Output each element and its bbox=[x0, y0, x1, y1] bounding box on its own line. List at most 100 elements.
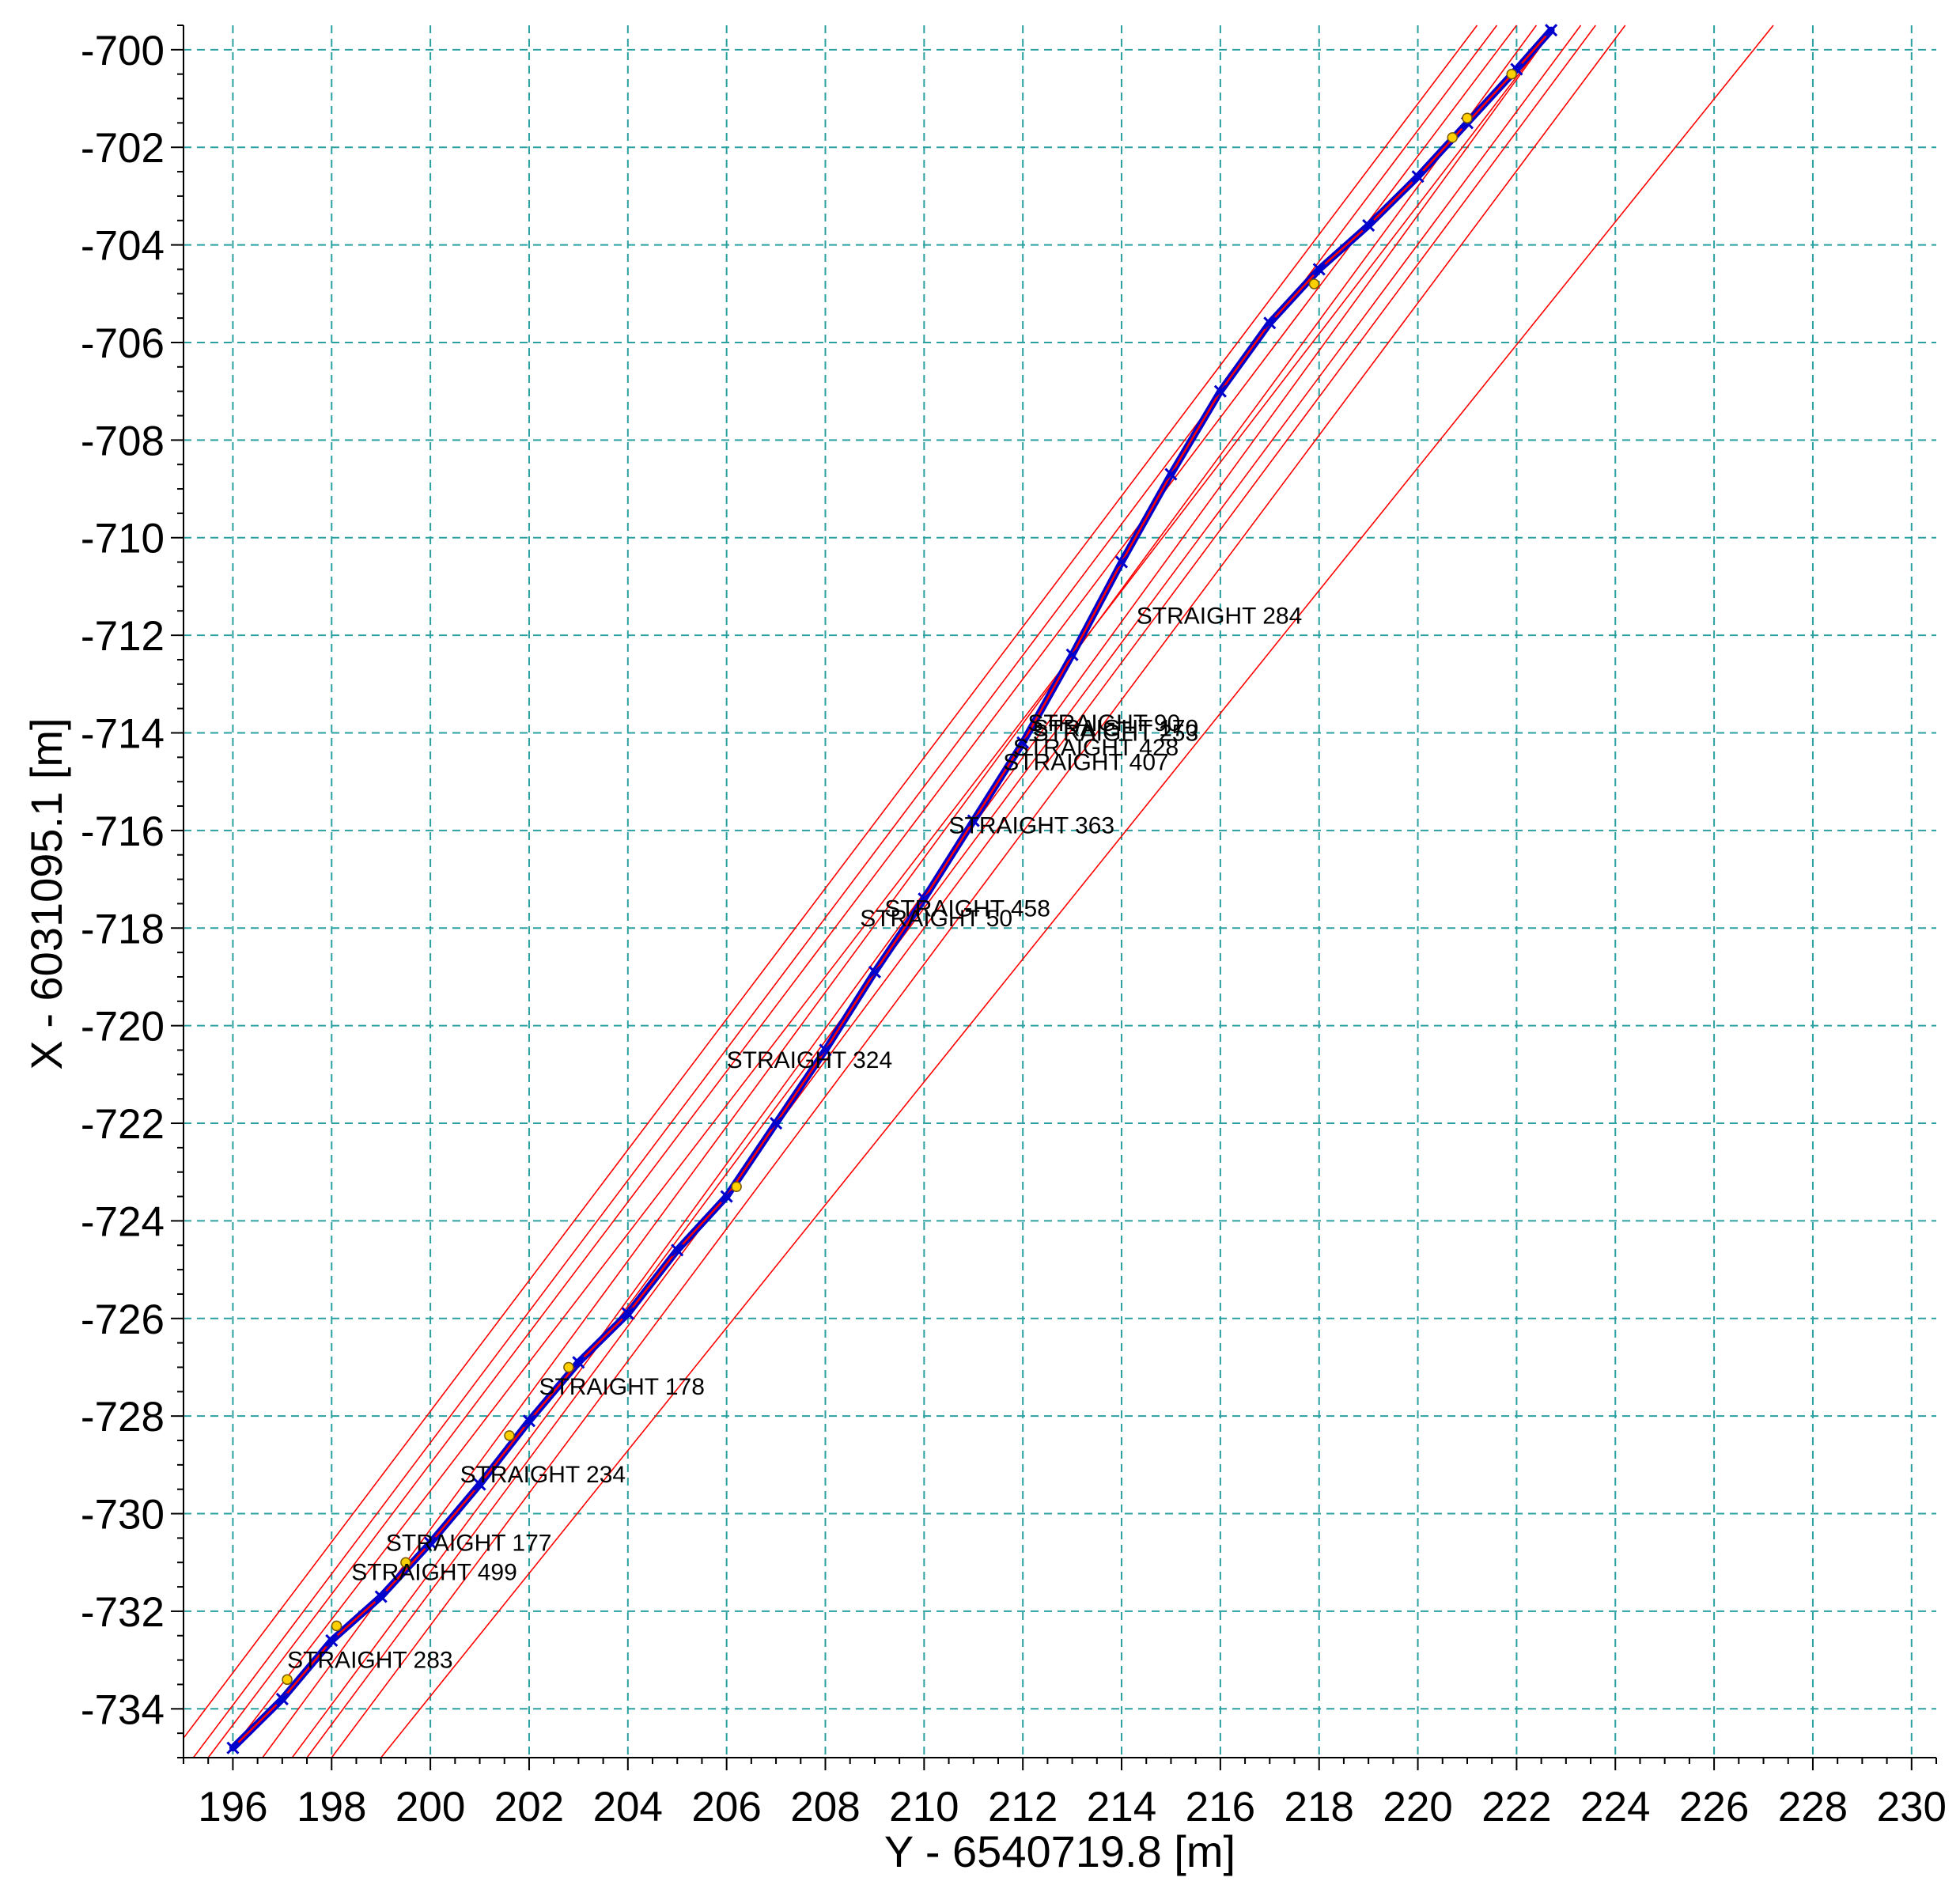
y-tick-label: -734 bbox=[81, 1686, 165, 1733]
segment-label: STRAIGHT 324 bbox=[727, 1047, 893, 1073]
trace-point bbox=[1016, 736, 1030, 749]
segment-label: STRAIGHT 178 bbox=[539, 1374, 705, 1400]
point-marker bbox=[282, 1674, 293, 1686]
segment-label: STRAIGHT 170 bbox=[1033, 715, 1199, 741]
fit-line bbox=[183, 25, 1478, 1739]
y-axis-title: X - 6031095.1 [m] bbox=[21, 717, 71, 1069]
trace-point bbox=[868, 965, 881, 978]
y-tick-label: -704 bbox=[81, 223, 165, 270]
y-tick-label: -720 bbox=[81, 1004, 165, 1050]
x-tick-label: 220 bbox=[1383, 1784, 1452, 1830]
grid bbox=[184, 25, 1936, 1758]
point-marker bbox=[1462, 112, 1473, 123]
x-tick-label: 222 bbox=[1481, 1784, 1551, 1830]
point-marker bbox=[331, 1620, 342, 1632]
trace-point bbox=[1213, 384, 1227, 398]
trace-point bbox=[671, 1243, 684, 1257]
point-marker bbox=[400, 1557, 411, 1568]
trace-point bbox=[819, 1043, 832, 1057]
trace-point bbox=[1164, 467, 1178, 481]
segment-label: STRAIGHT 499 bbox=[351, 1560, 517, 1586]
segment-label: STRAIGHT 234 bbox=[460, 1462, 626, 1488]
segment-label: STRAIGHT 50 bbox=[860, 906, 1012, 932]
trace-point bbox=[275, 1692, 289, 1706]
fit-line bbox=[577, 25, 1557, 1368]
x-tick-label: 206 bbox=[691, 1784, 761, 1830]
x-tick-label: 200 bbox=[395, 1784, 465, 1830]
fit-line bbox=[232, 25, 1557, 1749]
point-marker bbox=[563, 1361, 574, 1373]
y-tick-label: -724 bbox=[81, 1198, 165, 1245]
x-tick-label: 228 bbox=[1778, 1784, 1848, 1830]
trace-point bbox=[473, 1478, 486, 1491]
y-tick-label: -732 bbox=[81, 1589, 165, 1636]
trace-point bbox=[1114, 555, 1129, 569]
x-axis-title: Y - 6540719.8 [m] bbox=[884, 1826, 1235, 1876]
trace-point bbox=[374, 1590, 388, 1603]
trace-point bbox=[1263, 316, 1277, 330]
y-tick-label: -706 bbox=[81, 320, 165, 367]
measured-trace bbox=[226, 24, 1558, 1754]
x-tick-label: 218 bbox=[1284, 1784, 1353, 1830]
trace-point bbox=[1362, 218, 1375, 232]
y-tick-label: -712 bbox=[81, 613, 165, 660]
y-tick-label: -730 bbox=[81, 1492, 165, 1539]
segment-label: STRAIGHT 177 bbox=[386, 1531, 552, 1557]
segment-label: STRAIGHT 458 bbox=[884, 896, 1050, 922]
trace-point bbox=[770, 1116, 783, 1130]
x-tick-label: 204 bbox=[593, 1784, 663, 1830]
trace-point bbox=[572, 1356, 585, 1369]
segment-label: STRAIGHT 363 bbox=[949, 813, 1115, 839]
trace-point bbox=[1312, 263, 1326, 276]
x-tick-label: 210 bbox=[889, 1784, 959, 1830]
segment-label: STRAIGHT 283 bbox=[287, 1648, 453, 1674]
y-tick-label: -702 bbox=[81, 125, 165, 172]
fit-line bbox=[291, 25, 1582, 1758]
y-tick-label: -726 bbox=[81, 1296, 165, 1343]
x-tick-label: 196 bbox=[198, 1784, 267, 1830]
y-tick-label: -710 bbox=[81, 516, 165, 562]
trace-fit-overlay bbox=[232, 29, 1553, 1749]
point-markers bbox=[282, 68, 1517, 1686]
y-tick-label: -718 bbox=[81, 906, 165, 952]
trace-point bbox=[621, 1307, 634, 1320]
y-tick-label: -728 bbox=[81, 1394, 165, 1440]
trace-point bbox=[918, 892, 931, 906]
fit-line bbox=[306, 25, 1596, 1758]
trace-point bbox=[226, 1741, 240, 1754]
segment-label: STRAIGHT 253 bbox=[1033, 721, 1199, 747]
x-tick-label: 216 bbox=[1186, 1784, 1255, 1830]
fit-line bbox=[331, 25, 1626, 1758]
x-tick-label: 214 bbox=[1087, 1784, 1156, 1830]
trace-point bbox=[1411, 170, 1425, 184]
x-tick-label: 208 bbox=[790, 1784, 860, 1830]
fit-line bbox=[262, 25, 1538, 1758]
segment-label: STRAIGHT 407 bbox=[1003, 750, 1169, 776]
x-tick-label: 202 bbox=[494, 1784, 564, 1830]
x-tick-label: 198 bbox=[297, 1784, 366, 1830]
point-marker bbox=[1506, 68, 1517, 80]
point-marker bbox=[1308, 278, 1320, 290]
point-marker bbox=[504, 1430, 515, 1441]
trace-point bbox=[325, 1633, 339, 1648]
trace-point bbox=[424, 1536, 437, 1550]
trace-point bbox=[522, 1414, 536, 1428]
trace-point bbox=[1065, 648, 1079, 661]
fit-line bbox=[207, 25, 1518, 1758]
x-tick-label: 212 bbox=[988, 1784, 1058, 1830]
trace-point bbox=[720, 1190, 733, 1203]
y-tick-label: -700 bbox=[81, 28, 165, 74]
x-tick-label: 230 bbox=[1877, 1784, 1947, 1830]
y-tick-label: -708 bbox=[81, 418, 165, 464]
axes: 196 198 200 202 204 206 208 210 212 214 216 218 220 2… bbox=[81, 25, 1947, 1830]
point-marker bbox=[731, 1181, 742, 1192]
trace-point bbox=[967, 814, 980, 827]
fit-lines bbox=[183, 25, 1774, 1758]
y-tick-label: -722 bbox=[81, 1101, 165, 1148]
x-tick-label: 226 bbox=[1679, 1784, 1749, 1830]
segment-label: STRAIGHT 284 bbox=[1137, 603, 1303, 629]
y-tick-label: -716 bbox=[81, 808, 165, 855]
point-marker bbox=[1447, 132, 1459, 143]
